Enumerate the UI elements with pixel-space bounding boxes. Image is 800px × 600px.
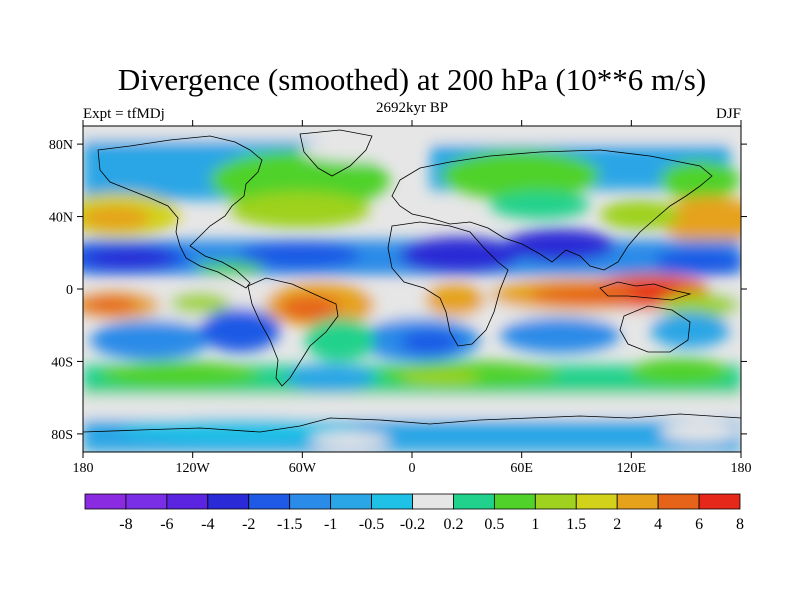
x-tick-label: 180	[73, 461, 94, 476]
colorbar-label: -1.5	[277, 516, 302, 533]
maritime-continent-coast	[599, 281, 692, 301]
x-tick-label: 0	[409, 461, 416, 476]
colorbar-label: 6	[695, 516, 703, 533]
colorbar-label: -2	[242, 516, 255, 533]
colorbar-swatch	[616, 493, 659, 510]
colorbar-swatch	[207, 493, 250, 510]
colorbar-swatch	[493, 493, 536, 510]
colorbar-label: 1.5	[566, 516, 586, 533]
x-tick-label: 60W	[289, 461, 317, 476]
colorbar-swatch	[453, 493, 495, 510]
y-axis: 80N 40N 0 40S 80S	[49, 138, 747, 443]
eurasia-coast	[391, 149, 713, 271]
y-tick-label: 80N	[49, 138, 73, 153]
map-area	[83, 126, 741, 452]
colorbar-swatch	[330, 493, 372, 510]
north-america-coast	[97, 135, 263, 289]
colorbar-label: 8	[736, 516, 744, 533]
colorbar-label: 4	[654, 516, 662, 533]
y-tick-label: 40N	[49, 211, 73, 226]
colorbar-label: -8	[119, 516, 132, 533]
colorbar-label: 0.2	[443, 516, 463, 533]
greenland-coast	[299, 129, 373, 177]
subtitle-left: Expt = tfMDj	[83, 106, 165, 122]
x-tick-label: 60E	[510, 461, 533, 476]
colorbar-swatch	[289, 493, 332, 510]
colorbar-swatch	[371, 493, 413, 510]
colorbar-swatch	[657, 493, 700, 510]
colorbar-swatch	[534, 493, 577, 510]
colorbar-swatch	[125, 493, 168, 510]
colorbar-swatch	[248, 493, 291, 510]
x-tick-label: 120W	[176, 461, 211, 476]
colorbar-swatch	[698, 493, 741, 510]
colorbar-label: -6	[160, 516, 173, 533]
africa-coast	[387, 221, 509, 347]
y-tick-label: 80S	[51, 428, 73, 443]
colorbar-label: 1	[531, 516, 539, 533]
colorbar-label: -0.2	[400, 516, 425, 533]
colorbar-swatch	[84, 493, 127, 510]
divergence-field	[83, 126, 741, 452]
colorbar-label: -4	[201, 516, 214, 533]
colorbar-label: 0.5	[484, 516, 504, 533]
colorbar-label: 2	[613, 516, 621, 533]
antarctica-coast	[83, 413, 741, 433]
colorbar-label: -0.5	[359, 516, 384, 533]
x-axis: 180 120W 60W 0 60E 120E 180	[73, 120, 752, 476]
subtitle-center: 2692kyr BP	[376, 100, 448, 116]
colorbar: -8 -6 -4 -2 -1.5 -1 -0.5 -0.2 0.2 0.5 1 1.5 2 4 6 8	[84, 493, 744, 533]
colorbar-swatch	[575, 493, 618, 510]
south-america-coast	[247, 277, 339, 387]
subtitle-right: DJF	[716, 106, 741, 122]
colorbar-label: -1	[324, 516, 337, 533]
x-tick-label: 180	[731, 461, 752, 476]
coastlines	[83, 129, 741, 433]
y-tick-label: 0	[66, 283, 73, 298]
australia-coast	[619, 305, 691, 353]
y-tick-label: 40S	[51, 355, 73, 370]
colorbar-swatch	[412, 493, 454, 510]
x-tick-label: 120E	[617, 461, 647, 476]
colorbar-swatch	[166, 493, 209, 510]
chart-title: Divergence (smoothed) at 200 hPa (10**6 …	[118, 62, 706, 97]
